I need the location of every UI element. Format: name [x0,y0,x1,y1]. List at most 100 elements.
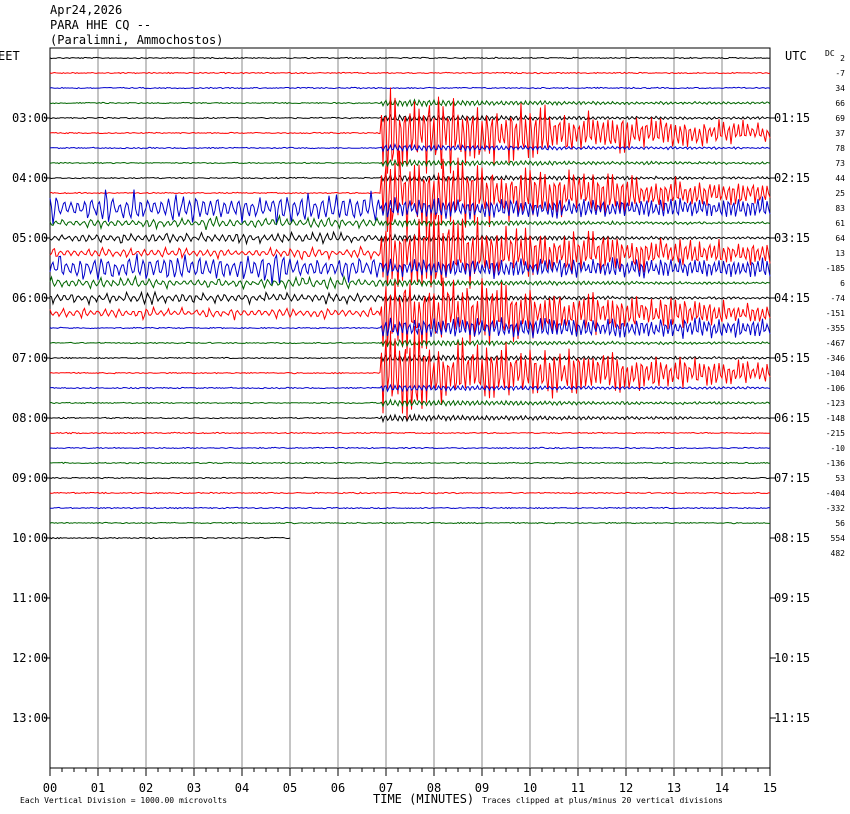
dc-offset-label: -346 [826,354,845,363]
left-hour-label: 12:00 [12,651,48,665]
dc-offset-label: 6 [840,279,845,288]
right-hour-label: 06:15 [774,411,810,425]
x-tick-label: 04 [235,781,249,795]
right-axis-title: UTC [785,49,807,63]
right-hour-label: 05:15 [774,351,810,365]
seismic-trace-30 [49,491,771,495]
x-tick-label: 11 [571,781,585,795]
x-tick-label: 12 [619,781,633,795]
seismic-trace-7 [49,142,771,153]
x-tick-label: 00 [43,781,57,795]
seismic-trace-32 [49,521,770,525]
dc-offset-label: -7 [835,69,845,78]
x-tick-label: 08 [427,781,441,795]
seismic-trace-28 [49,461,770,465]
dc-offset-label: -467 [826,339,845,348]
right-hour-label: 02:15 [774,171,810,185]
right-hour-label: 09:15 [774,591,810,605]
left-hour-label: 07:00 [12,351,48,365]
x-tick-label: 07 [379,781,393,795]
x-tick-label: 01 [91,781,105,795]
dc-offset-label: -136 [826,459,845,468]
dc-offset-label: -104 [826,369,845,378]
seismic-trace-24 [49,398,771,408]
dc-offset-label: 25 [835,189,845,198]
seismic-trace-15 [49,253,771,285]
x-tick-label: 14 [715,781,729,795]
x-tick-label: 10 [523,781,537,795]
seismic-trace-31 [49,506,771,510]
left-hour-label: 10:00 [12,531,48,545]
x-tick-label: 02 [139,781,153,795]
seismic-trace-4 [49,98,771,108]
x-tick-label: 06 [331,781,345,795]
header-location: (Paralimni, Ammochostos) [50,33,224,47]
left-hour-label: 05:00 [12,231,48,245]
dc-offset-label: -355 [826,324,845,333]
x-tick-label: 03 [187,781,201,795]
seismic-trace-27 [49,446,771,450]
dc-offset-label: 69 [835,114,845,123]
dc-offset-label: 73 [835,159,845,168]
seismic-trace-26 [49,431,771,435]
dc-title: DC [825,49,835,58]
header-station: PARA HHE CQ -- [50,18,152,32]
footer-right: Traces clipped at plus/minus 20 vertical… [482,796,723,805]
seismic-trace-16 [49,274,771,291]
x-tick-label: 13 [667,781,681,795]
x-tick-label: 09 [475,781,489,795]
dc-offset-label: -106 [826,384,845,393]
plot-frame [49,47,771,769]
seismic-trace-14 [49,208,771,289]
dc-offset-label: -404 [826,489,845,498]
left-axis-title: EET [0,49,20,63]
dc-offset-label: 13 [835,249,845,258]
right-hour-label: 04:15 [774,291,810,305]
seismic-trace-2 [49,71,771,75]
right-hour-label: 10:15 [774,651,810,665]
right-hour-label: 01:15 [774,111,810,125]
seismic-trace-25 [49,412,771,424]
left-hour-label: 13:00 [12,711,48,725]
seismic-trace-12 [49,213,771,231]
dc-offset-label: 2 [840,54,845,63]
seismic-trace-23 [49,383,771,393]
dc-offset-label: -151 [826,309,845,318]
dc-offset-label: 66 [835,99,845,108]
dc-offset-label: 37 [835,129,845,138]
dc-offset-label: 554 [831,534,846,543]
dc-offset-label: -10 [831,444,846,453]
left-hour-label: 08:00 [12,411,48,425]
seismic-trace-22 [49,325,771,420]
right-hour-label: 11:15 [774,711,810,725]
seismic-trace-13 [49,230,771,246]
dc-offset-label: 482 [831,549,846,558]
dc-offset-label: 56 [835,519,845,528]
left-hour-label: 03:00 [12,111,48,125]
seismic-trace-1 [49,56,771,60]
dc-offset-label: -74 [831,294,846,303]
seismic-trace-11 [49,189,771,226]
dc-offset-label: -185 [826,264,845,273]
seismic-trace-29 [49,476,771,480]
dc-offset-label: 64 [835,234,845,243]
seismic-trace-20 [49,338,771,348]
seismic-trace-3 [49,86,771,90]
dc-offset-label: 83 [835,204,845,213]
seismic-trace-8 [49,158,771,168]
seismic-trace-19 [49,317,771,339]
header-date: Apr24,2026 [50,3,123,17]
dc-offset-label: 61 [835,219,845,228]
seismic-trace-6 [49,87,771,174]
right-hour-label: 03:15 [774,231,810,245]
dc-offset-label: -332 [826,504,845,513]
dc-offset-label: 34 [835,84,845,93]
left-hour-label: 11:00 [12,591,48,605]
x-tick-label: 15 [763,781,777,795]
left-hour-label: 09:00 [12,471,48,485]
dc-offset-label: -215 [826,429,845,438]
dc-offset-label: -123 [826,399,845,408]
dc-offset-label: 53 [835,474,845,483]
dc-offset-label: -148 [826,414,845,423]
